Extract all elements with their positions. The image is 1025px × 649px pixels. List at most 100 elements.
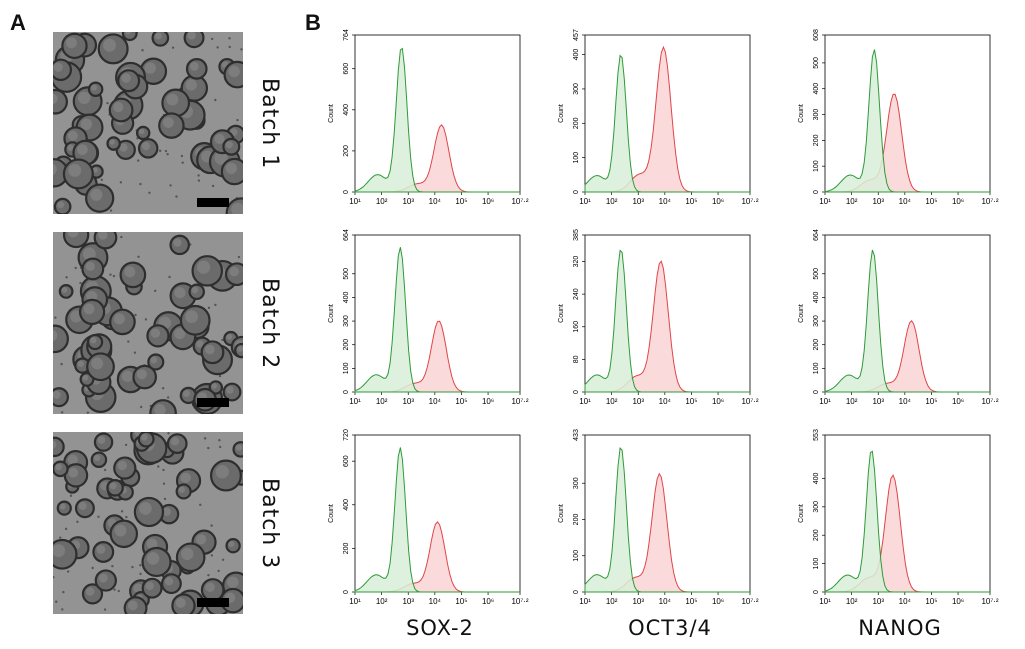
x-tick-label: 10⁵ — [925, 197, 937, 206]
y-tick-label: 0 — [813, 190, 820, 194]
histogram-panel: Count 0 100 200 300 400 500 664 10¹ 10² 10³ 10⁴ 10⁵ 1… — [328, 229, 529, 406]
x-tick-label: 10⁵ — [455, 197, 467, 206]
x-tick-label: 10² — [846, 197, 858, 206]
x-tick-label: 10¹ — [819, 597, 831, 606]
y-tick-label: 664 — [813, 229, 820, 241]
plot-frame — [824, 434, 991, 593]
control-histogram — [354, 47, 520, 193]
y-axis-label: Count — [798, 304, 805, 323]
y-tick-label: 0 — [343, 190, 350, 194]
control-histogram — [584, 54, 750, 193]
y-tick-label: 720 — [343, 429, 350, 441]
x-tick-label: 10⁷·² — [511, 397, 528, 406]
y-tick-label: 400 — [573, 49, 580, 61]
y-tick-label: 385 — [573, 229, 580, 241]
y-tick-label: 320 — [573, 256, 580, 268]
x-tick-label: 10² — [846, 597, 858, 606]
x-tick-label: 10³ — [632, 597, 644, 606]
y-tick-label: 400 — [813, 83, 820, 95]
histogram-panel: Count 0 100 200 300 400 500 608 10¹ 10² 10³ 10⁴ 10⁵ 1… — [798, 29, 999, 206]
y-tick-label: 100 — [813, 558, 820, 570]
x-tick-label: 10⁵ — [685, 197, 697, 206]
y-tick-label: 500 — [343, 268, 350, 280]
y-tick-label: 200 — [573, 117, 580, 129]
histogram-panel: Count 0 100 200 300 400 553 10¹ 10² 10³ 10⁴ 10⁵ 10⁶ 1… — [798, 429, 999, 606]
y-tick-label: 300 — [813, 109, 820, 121]
x-tick-label: 10³ — [402, 397, 414, 406]
x-tick-label: 10³ — [872, 197, 884, 206]
y-tick-label: 200 — [343, 339, 350, 351]
x-tick-label: 10³ — [632, 397, 644, 406]
histogram-panel: Count 0 100 200 300 433 10¹ 10² 10³ 10⁴ 10⁵ 10⁶ 10⁷·… — [558, 429, 759, 606]
y-axis-label: Count — [558, 504, 565, 523]
x-tick-label: 10² — [846, 397, 858, 406]
x-tick-label: 10⁴ — [659, 397, 672, 406]
x-tick-label: 10⁶ — [952, 197, 964, 206]
y-axis-label: Count — [798, 504, 805, 523]
x-tick-label: 10¹ — [579, 597, 591, 606]
x-tick-label: 10⁶ — [712, 197, 724, 206]
marker-label-nanog: NANOG — [858, 616, 942, 640]
y-tick-label: 608 — [813, 29, 820, 41]
marker-label-sox2: SOX-2 — [406, 616, 474, 640]
y-tick-label: 0 — [573, 590, 580, 594]
x-tick-label: 10¹ — [349, 597, 361, 606]
y-tick-label: 0 — [573, 390, 580, 394]
y-axis-label: Count — [558, 304, 565, 323]
x-tick-label: 10⁵ — [685, 397, 697, 406]
scale-bar — [197, 598, 229, 607]
y-tick-label: 240 — [573, 288, 580, 300]
y-tick-label: 100 — [813, 362, 820, 374]
panel-a-letter: A — [10, 10, 26, 35]
micrograph-batch-2 — [53, 232, 243, 414]
scale-bar — [197, 198, 229, 207]
y-axis-label: Count — [328, 504, 335, 523]
y-tick-label: 457 — [573, 29, 580, 41]
y-axis-label: Count — [798, 104, 805, 123]
x-tick-label: 10⁶ — [952, 597, 964, 606]
y-tick-label: 200 — [343, 542, 350, 554]
x-tick-label: 10¹ — [349, 397, 361, 406]
control-histogram — [354, 447, 520, 593]
x-tick-label: 10¹ — [579, 397, 591, 406]
x-tick-label: 10² — [606, 597, 618, 606]
x-tick-label: 10⁷·² — [741, 397, 758, 406]
x-tick-label: 10⁶ — [952, 397, 964, 406]
control-histogram — [824, 450, 990, 593]
x-tick-label: 10⁴ — [659, 597, 672, 606]
y-axis-label: Count — [328, 304, 335, 323]
y-tick-label: 0 — [813, 590, 820, 594]
y-tick-label: 80 — [573, 355, 580, 363]
y-tick-label: 400 — [813, 291, 820, 303]
cell-image — [53, 232, 243, 414]
x-tick-label: 10³ — [872, 597, 884, 606]
y-tick-label: 400 — [813, 472, 820, 484]
y-tick-label: 200 — [813, 339, 820, 351]
y-tick-label: 764 — [343, 29, 350, 41]
histogram-panel: Count 0 100 200 300 400 457 10¹ 10² 10³ 10⁴ 10⁵ 10⁶ 1… — [558, 29, 759, 206]
x-tick-label: 10⁷·² — [981, 597, 998, 606]
x-tick-label: 10⁷·² — [981, 197, 998, 206]
x-tick-label: 10⁷·² — [981, 397, 998, 406]
control-histogram — [584, 249, 750, 393]
control-histogram — [824, 249, 990, 393]
control-histogram — [584, 447, 750, 593]
x-tick-label: 10² — [606, 197, 618, 206]
x-tick-label: 10⁶ — [712, 397, 724, 406]
x-tick-label: 10¹ — [819, 197, 831, 206]
y-axis-label: Count — [558, 104, 565, 123]
micrograph-batch-1 — [53, 32, 243, 214]
y-tick-label: 500 — [813, 268, 820, 280]
y-tick-label: 0 — [343, 590, 350, 594]
y-tick-label: 100 — [343, 362, 350, 374]
x-tick-label: 10³ — [402, 197, 414, 206]
x-tick-label: 10⁴ — [429, 397, 442, 406]
x-tick-label: 10³ — [632, 197, 644, 206]
micrograph-batch-3 — [53, 432, 243, 614]
y-tick-label: 300 — [813, 315, 820, 327]
x-tick-label: 10⁶ — [712, 597, 724, 606]
x-tick-label: 10⁴ — [899, 197, 912, 206]
y-tick-label: 433 — [573, 429, 580, 441]
x-tick-label: 10² — [376, 597, 388, 606]
